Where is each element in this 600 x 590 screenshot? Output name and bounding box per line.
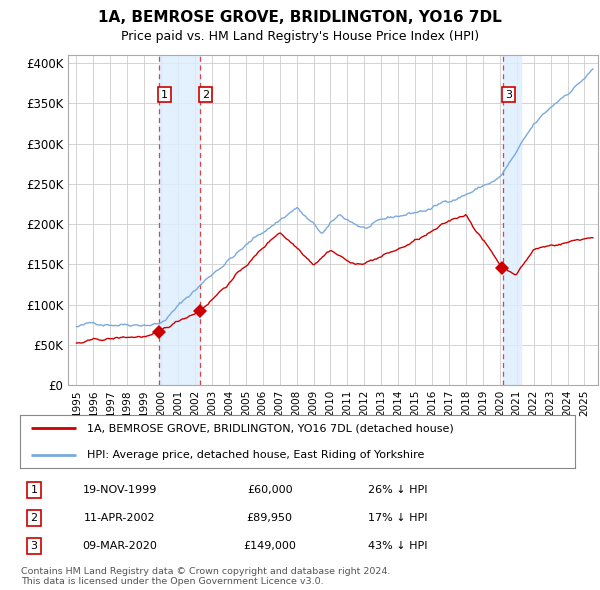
- Text: 26% ↓ HPI: 26% ↓ HPI: [368, 485, 427, 495]
- Text: 2: 2: [31, 513, 37, 523]
- Text: 2: 2: [202, 90, 209, 100]
- Text: 09-MAR-2020: 09-MAR-2020: [82, 541, 157, 551]
- Text: 17% ↓ HPI: 17% ↓ HPI: [368, 513, 427, 523]
- Text: 1A, BEMROSE GROVE, BRIDLINGTON, YO16 7DL (detached house): 1A, BEMROSE GROVE, BRIDLINGTON, YO16 7DL…: [86, 423, 454, 433]
- Text: 11-APR-2002: 11-APR-2002: [84, 513, 156, 523]
- Text: 43% ↓ HPI: 43% ↓ HPI: [368, 541, 427, 551]
- Text: £60,000: £60,000: [247, 485, 293, 495]
- Text: Price paid vs. HM Land Registry's House Price Index (HPI): Price paid vs. HM Land Registry's House …: [121, 30, 479, 43]
- Text: 19-NOV-1999: 19-NOV-1999: [83, 485, 157, 495]
- Bar: [503, 55, 521, 385]
- Text: 1: 1: [31, 485, 37, 495]
- Text: 1A, BEMROSE GROVE, BRIDLINGTON, YO16 7DL: 1A, BEMROSE GROVE, BRIDLINGTON, YO16 7DL: [98, 10, 502, 25]
- Bar: [159, 55, 200, 385]
- Text: HPI: Average price, detached house, East Riding of Yorkshire: HPI: Average price, detached house, East…: [86, 450, 424, 460]
- Text: 3: 3: [31, 541, 37, 551]
- Text: 3: 3: [505, 90, 512, 100]
- Text: £149,000: £149,000: [244, 541, 296, 551]
- Text: Contains HM Land Registry data © Crown copyright and database right 2024.
This d: Contains HM Land Registry data © Crown c…: [21, 567, 391, 586]
- Text: £89,950: £89,950: [247, 513, 293, 523]
- Text: 1: 1: [161, 90, 168, 100]
